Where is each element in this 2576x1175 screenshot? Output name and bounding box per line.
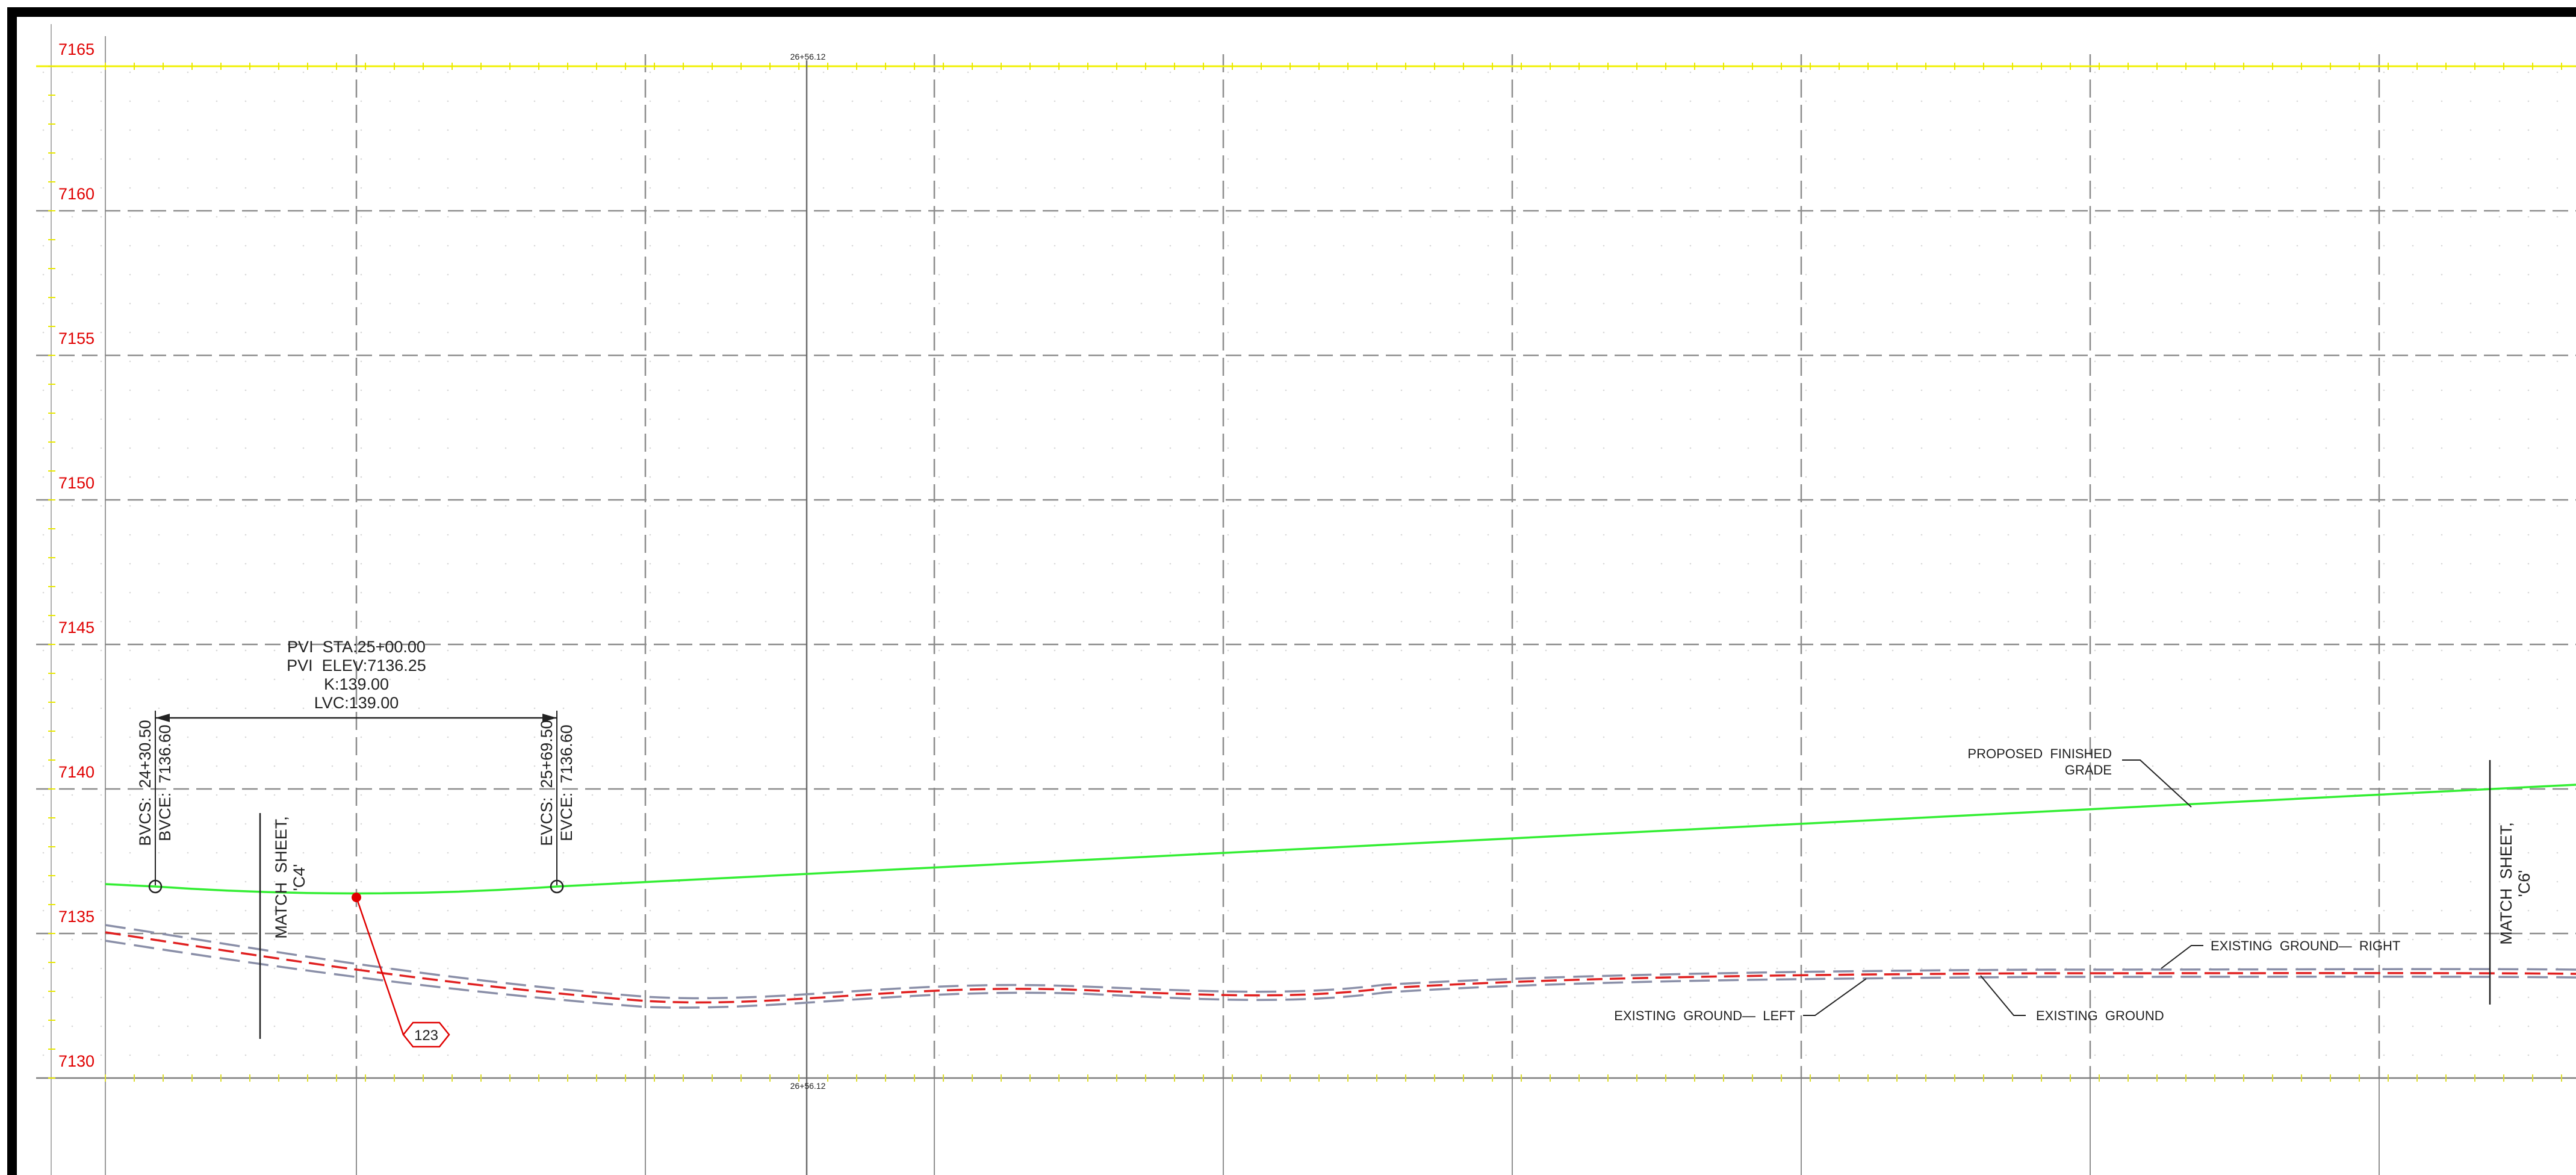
existing-ground-red-line	[105, 931, 2576, 1004]
match-sheet-left-line1: MATCH SHEET,	[272, 816, 290, 939]
left-ticks	[48, 66, 55, 1079]
bvcs-text: BVCS: 24+30.50	[136, 720, 154, 846]
station-marker-label-bottom: 26+56.12	[790, 1081, 826, 1091]
ground-leader	[1980, 975, 2026, 1016]
elevation-label: 7135	[58, 908, 95, 926]
elevation-grid-lines	[36, 210, 2576, 935]
elevation-label: 7155	[58, 329, 95, 348]
match-sheet-right-line2: 'C6'	[2515, 870, 2533, 897]
bvce-text: BVCE: 7136.60	[156, 725, 174, 841]
existing-ground-gray-line	[105, 924, 2576, 1000]
existing-ground-gray-line-2	[105, 940, 2576, 1009]
tag-number: 123	[414, 1027, 438, 1044]
station-grid-lines	[355, 54, 2380, 1078]
elevation-label: 7140	[58, 763, 95, 781]
tag-leader	[355, 897, 405, 1035]
k-value-text: K:139.00	[324, 675, 389, 693]
ground-right-leader	[2161, 945, 2203, 969]
elevation-label: 7165	[58, 40, 95, 58]
match-sheet-left-line2: 'C4'	[290, 864, 308, 891]
dimension-arrow-right	[542, 714, 557, 722]
elevation-label: 7160	[58, 185, 95, 203]
top-ticks	[105, 63, 2562, 70]
elevation-labels: 7165 7160 7155 7150 7145 7140 7135 7130	[58, 40, 95, 1070]
bottom-band-lines	[356, 1078, 2380, 1175]
ground-left-leader	[1803, 978, 1867, 1016]
dimension-arrow-left	[155, 714, 170, 722]
proposed-grade-leader	[2122, 759, 2192, 808]
station-marker-label-top: 26+56.12	[790, 52, 826, 61]
tag-hexagon	[402, 1021, 450, 1048]
proposed-grade-label-line2: GRADE	[2065, 762, 2112, 778]
existing-ground-label: EXISTING GROUND	[2036, 1008, 2164, 1023]
elevation-label: 7145	[58, 619, 95, 637]
match-sheet-right-line1: MATCH SHEET,	[2497, 822, 2515, 945]
pvi-text-block: PVI STA:25+00.00 PVI ELEV:7136.25 K:139.…	[287, 638, 426, 712]
elevation-label: 7130	[58, 1052, 95, 1070]
existing-ground-right-label: EXISTING GROUND— RIGHT	[2211, 938, 2400, 953]
lvc-value-text: LVC:139.00	[314, 694, 399, 712]
dot-grid	[37, 65, 2576, 1077]
elevation-label: 7150	[58, 474, 95, 492]
bottom-ticks	[105, 1074, 2562, 1082]
pvi-station-text: PVI STA:25+00.00	[287, 638, 426, 656]
evcs-text: EVCS: 25+69.50	[538, 720, 556, 846]
bvc-marker	[148, 879, 163, 894]
evce-text: EVCE: 7136.60	[557, 725, 576, 841]
pvi-elevation-text: PVI ELEV:7136.25	[287, 656, 426, 675]
evc-marker	[550, 879, 564, 894]
existing-ground-left-label: EXISTING GROUND— LEFT	[1614, 1008, 1795, 1023]
proposed-grade-label-line1: PROPOSED FINISHED	[1967, 746, 2112, 761]
